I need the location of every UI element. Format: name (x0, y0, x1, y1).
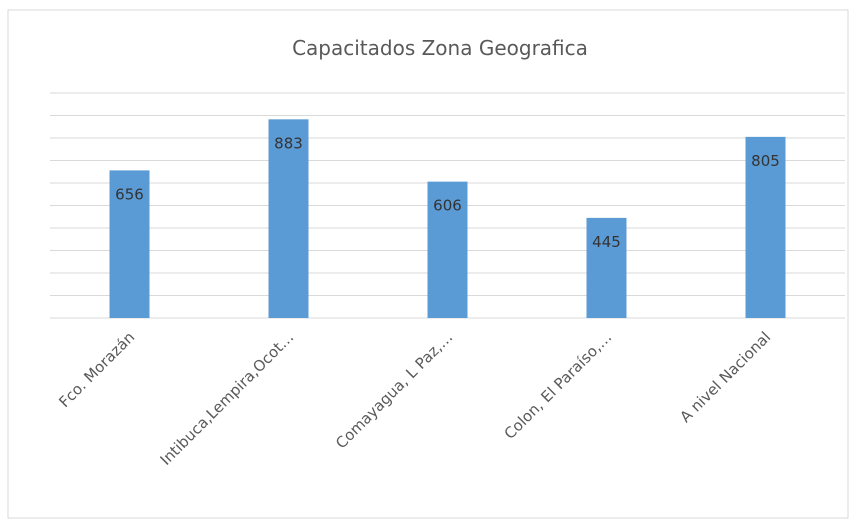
data-label: 656 (115, 185, 144, 203)
bar (268, 119, 309, 318)
bar (586, 217, 627, 318)
data-label: 606 (433, 197, 462, 215)
data-label: 883 (274, 134, 303, 152)
bar (427, 181, 468, 318)
chart-title: Capacitados Zona Geografica (292, 36, 588, 60)
bar (745, 136, 786, 318)
data-label: 805 (751, 152, 780, 170)
data-label: 445 (592, 233, 621, 251)
bar (109, 170, 150, 318)
